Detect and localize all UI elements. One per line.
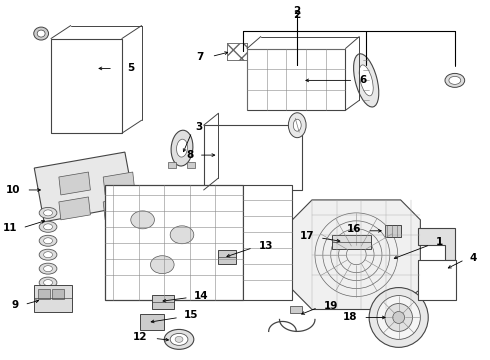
Ellipse shape	[39, 207, 57, 219]
Circle shape	[369, 288, 428, 347]
Ellipse shape	[44, 293, 52, 300]
Ellipse shape	[39, 291, 57, 302]
Bar	[152, 294, 174, 310]
Circle shape	[385, 303, 413, 332]
Bar	[418, 260, 456, 300]
Ellipse shape	[289, 113, 306, 138]
Ellipse shape	[164, 329, 194, 349]
Bar	[227, 42, 247, 60]
Bar	[140, 315, 164, 330]
Text: 2: 2	[294, 6, 301, 15]
Circle shape	[393, 311, 405, 323]
Text: 13: 13	[259, 241, 273, 251]
Ellipse shape	[44, 252, 52, 258]
Ellipse shape	[44, 224, 52, 230]
Bar	[243, 185, 293, 300]
Text: 18: 18	[343, 312, 357, 323]
Bar	[51, 39, 122, 133]
Ellipse shape	[39, 277, 57, 288]
Text: 17: 17	[299, 231, 314, 241]
Polygon shape	[59, 172, 90, 195]
Circle shape	[377, 296, 420, 339]
Ellipse shape	[44, 238, 52, 244]
Bar	[204, 125, 302, 190]
Ellipse shape	[170, 333, 188, 345]
Ellipse shape	[359, 65, 373, 96]
Ellipse shape	[39, 235, 57, 246]
Text: 5: 5	[127, 63, 134, 73]
Bar	[168, 162, 176, 168]
Bar	[34, 285, 72, 312]
Ellipse shape	[39, 263, 57, 274]
Ellipse shape	[44, 266, 52, 272]
Polygon shape	[34, 152, 135, 222]
Text: 11: 11	[3, 223, 18, 233]
Bar	[247, 49, 345, 110]
Text: 4: 4	[469, 253, 477, 263]
Text: 3: 3	[196, 122, 203, 132]
Bar	[291, 306, 302, 314]
Ellipse shape	[445, 73, 465, 87]
Text: 7: 7	[196, 53, 204, 63]
Ellipse shape	[354, 54, 379, 107]
Polygon shape	[418, 228, 455, 260]
Ellipse shape	[39, 221, 57, 232]
Polygon shape	[293, 200, 420, 310]
Polygon shape	[103, 172, 135, 195]
Text: 19: 19	[324, 301, 338, 311]
Ellipse shape	[34, 27, 49, 40]
Bar	[219, 250, 236, 264]
Ellipse shape	[175, 336, 183, 342]
Bar	[52, 289, 64, 298]
Polygon shape	[59, 197, 90, 220]
Bar	[247, 49, 345, 110]
Ellipse shape	[44, 280, 52, 285]
Bar	[243, 185, 293, 300]
Ellipse shape	[449, 76, 461, 84]
Text: 1: 1	[436, 237, 443, 247]
Ellipse shape	[131, 211, 154, 229]
Polygon shape	[103, 197, 135, 220]
Text: 12: 12	[133, 332, 147, 342]
Ellipse shape	[39, 249, 57, 260]
Ellipse shape	[37, 30, 45, 37]
Text: 6: 6	[359, 75, 367, 85]
Text: 15: 15	[184, 310, 198, 320]
Ellipse shape	[44, 210, 52, 216]
Bar	[105, 185, 243, 300]
Bar	[105, 185, 243, 300]
Bar	[418, 260, 456, 300]
Bar	[51, 39, 122, 133]
Text: 2: 2	[294, 10, 301, 20]
Text: 16: 16	[347, 224, 361, 234]
Ellipse shape	[170, 226, 194, 244]
Ellipse shape	[176, 139, 188, 157]
Bar	[38, 289, 50, 298]
Ellipse shape	[171, 130, 193, 166]
Bar	[204, 125, 302, 190]
Text: 9: 9	[11, 300, 19, 310]
Text: 10: 10	[6, 185, 21, 195]
Ellipse shape	[294, 119, 301, 131]
Bar	[227, 42, 247, 60]
Bar	[385, 225, 401, 237]
Ellipse shape	[150, 256, 174, 274]
Bar	[187, 162, 195, 168]
Text: 8: 8	[187, 150, 194, 160]
Text: 14: 14	[194, 291, 208, 301]
Bar	[332, 235, 371, 249]
